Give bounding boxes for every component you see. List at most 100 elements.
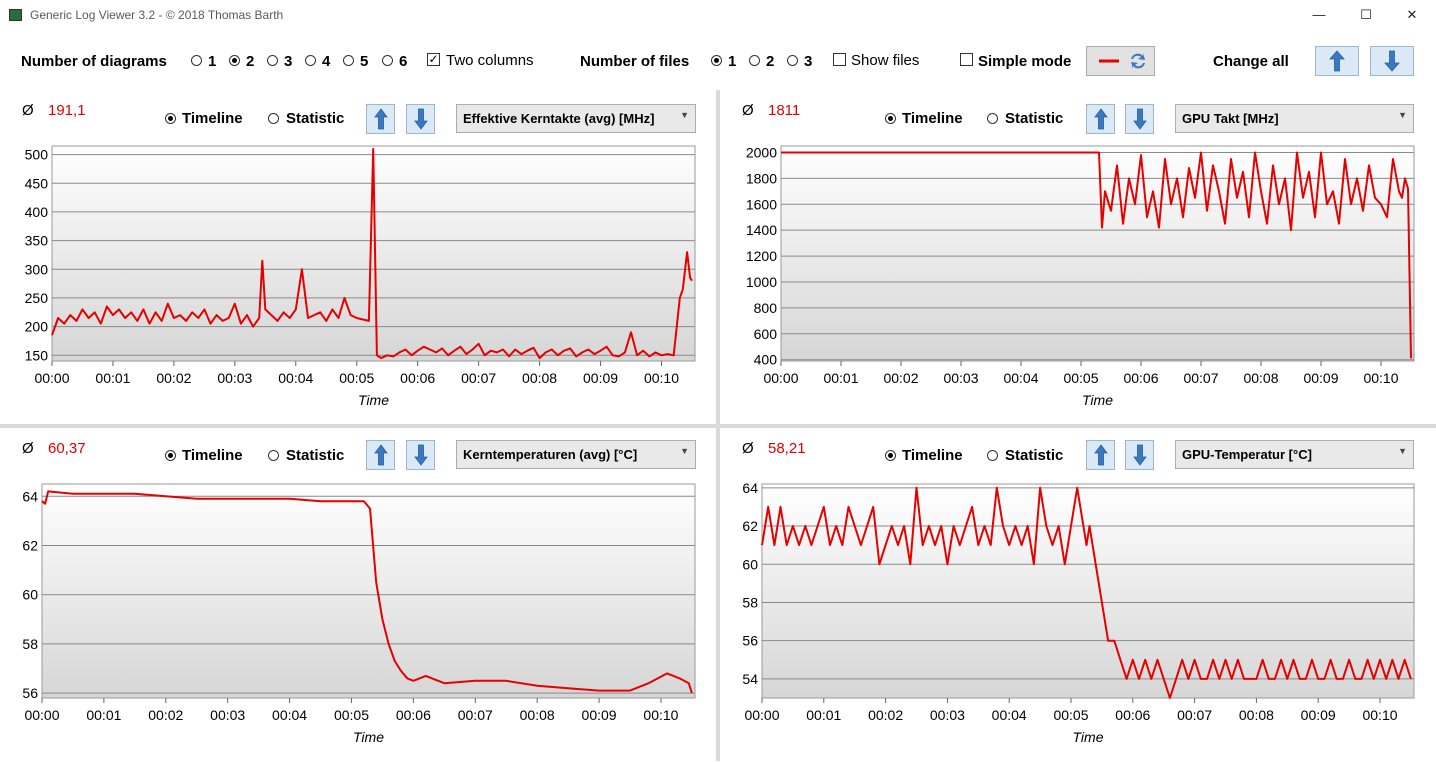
minimize-button[interactable]: — bbox=[1312, 7, 1326, 22]
x-tick-label: 00:06 bbox=[1115, 707, 1150, 723]
x-tick-label: 00:08 bbox=[520, 707, 555, 723]
average-symbol: Ø bbox=[742, 440, 754, 457]
x-tick-label: 00:03 bbox=[217, 370, 252, 386]
y-tick-label: 56 bbox=[742, 633, 758, 649]
y-tick-label: 60 bbox=[22, 587, 38, 603]
move-down-button[interactable] bbox=[406, 104, 435, 134]
arrow-up-icon bbox=[1093, 108, 1108, 130]
x-tick-label: 00:06 bbox=[400, 370, 435, 386]
statistic-radio[interactable] bbox=[987, 450, 998, 461]
x-tick-label: 00:06 bbox=[396, 707, 431, 723]
move-up-button[interactable] bbox=[366, 440, 395, 470]
change-all-down-button[interactable] bbox=[1370, 46, 1414, 76]
channel-select-value: Effektive Kerntakte (avg) [MHz] bbox=[463, 111, 655, 126]
channel-select[interactable]: GPU-Temperatur [°C] ▼ bbox=[1175, 440, 1414, 469]
line-color-button[interactable] bbox=[1086, 46, 1155, 76]
statistic-radio[interactable] bbox=[268, 450, 279, 461]
row-divider[interactable] bbox=[0, 424, 1436, 428]
files-radio-1[interactable] bbox=[711, 55, 722, 66]
x-tick-label: 00:01 bbox=[86, 707, 121, 723]
y-tick-label: 400 bbox=[754, 352, 778, 368]
diagram-panel-3: Ø 60,37 Timeline Statistic Kerntemperatu… bbox=[0, 428, 716, 762]
x-tick-label: 00:03 bbox=[930, 707, 965, 723]
arrow-down-icon bbox=[1132, 444, 1147, 466]
timeline-radio[interactable] bbox=[165, 450, 176, 461]
y-tick-label: 400 bbox=[25, 204, 49, 220]
diagrams-label: Number of diagrams bbox=[21, 53, 167, 70]
diagrams-radio-3[interactable] bbox=[267, 55, 278, 66]
move-down-button[interactable] bbox=[406, 440, 435, 470]
x-tick-label: 00:08 bbox=[1239, 707, 1274, 723]
two-columns-checkbox[interactable]: ✓ bbox=[427, 52, 440, 66]
maximize-button[interactable]: ☐ bbox=[1360, 7, 1372, 22]
x-tick-label: 00:09 bbox=[583, 370, 618, 386]
x-tick-label: 00:10 bbox=[1363, 370, 1398, 386]
timeline-radio[interactable] bbox=[885, 450, 896, 461]
channel-select[interactable]: Effektive Kerntakte (avg) [MHz] ▼ bbox=[456, 104, 696, 133]
channel-select-value: GPU-Temperatur [°C] bbox=[1182, 447, 1312, 462]
diagrams-radio-5[interactable] bbox=[343, 55, 354, 66]
statistic-radio[interactable] bbox=[268, 113, 279, 124]
y-tick-label: 58 bbox=[742, 594, 758, 610]
show-files-checkbox[interactable] bbox=[833, 53, 846, 66]
simple-mode-checkbox[interactable] bbox=[960, 53, 973, 66]
x-tick-label: 00:02 bbox=[868, 707, 903, 723]
statistic-label: Statistic bbox=[286, 447, 345, 464]
arrow-up-icon bbox=[1093, 444, 1108, 466]
timeline-label: Timeline bbox=[902, 110, 963, 127]
move-up-button[interactable] bbox=[366, 104, 395, 134]
arrow-down-icon bbox=[413, 108, 428, 130]
average-value: 58,21 bbox=[768, 440, 806, 457]
timeline-label: Timeline bbox=[182, 110, 243, 127]
y-tick-label: 250 bbox=[25, 290, 49, 306]
x-tick-label: 00:05 bbox=[334, 707, 369, 723]
diagrams-radio-6[interactable] bbox=[382, 55, 393, 66]
y-tick-label: 1000 bbox=[746, 274, 777, 290]
timeline-label: Timeline bbox=[182, 447, 243, 464]
statistic-label: Statistic bbox=[1005, 447, 1064, 464]
y-tick-label: 54 bbox=[742, 671, 758, 687]
files-radio-3[interactable] bbox=[787, 55, 798, 66]
average-symbol: Ø bbox=[742, 102, 754, 119]
diagrams-radio-4[interactable] bbox=[305, 55, 316, 66]
timeline-radio[interactable] bbox=[885, 113, 896, 124]
average-value: 191,1 bbox=[48, 102, 86, 119]
files-radio-2[interactable] bbox=[749, 55, 760, 66]
y-tick-label: 64 bbox=[22, 488, 38, 504]
y-tick-label: 200 bbox=[25, 319, 49, 335]
channel-select-value: GPU Takt [MHz] bbox=[1182, 111, 1279, 126]
change-all-up-button[interactable] bbox=[1315, 46, 1359, 76]
timeline-radio[interactable] bbox=[165, 113, 176, 124]
y-tick-label: 58 bbox=[22, 636, 38, 652]
y-tick-label: 1200 bbox=[746, 248, 777, 264]
x-tick-label: 00:10 bbox=[1362, 707, 1397, 723]
channel-select[interactable]: Kerntemperaturen (avg) [°C] ▼ bbox=[456, 440, 696, 469]
x-tick-label: 00:10 bbox=[643, 707, 678, 723]
diagrams-radio-2[interactable] bbox=[229, 55, 240, 66]
diagram-panel-2: Ø 1811 Timeline Statistic GPU Takt [MHz]… bbox=[720, 90, 1436, 424]
move-up-button[interactable] bbox=[1086, 104, 1115, 134]
x-tick-label: 00:08 bbox=[522, 370, 557, 386]
channel-select[interactable]: GPU Takt [MHz] ▼ bbox=[1175, 104, 1414, 133]
chart-kerntemperaturen: 56 58 60 62 64 00:00 00:01 00:02 00:03 00:04 00:05… bbox=[22, 483, 696, 745]
y-tick-label: 600 bbox=[754, 326, 778, 342]
move-up-button[interactable] bbox=[1086, 440, 1115, 470]
diagrams-radio-1[interactable] bbox=[191, 55, 202, 66]
x-tick-label: 00:09 bbox=[1303, 370, 1338, 386]
title-bar: Generic Log Viewer 3.2 - © 2018 Thomas B… bbox=[0, 0, 1436, 32]
simple-mode-label: Simple mode bbox=[978, 53, 1072, 70]
x-tick-label: 00:02 bbox=[883, 370, 918, 386]
toolbar: Number of diagrams 1 2 3 4 5 6 ✓ Two col… bbox=[0, 32, 1436, 90]
x-tick-label: 00:00 bbox=[763, 370, 798, 386]
diagrams-option-label: 5 bbox=[360, 53, 369, 70]
x-tick-label: 00:07 bbox=[1183, 370, 1218, 386]
x-axis-label: Time bbox=[358, 392, 389, 408]
series-line bbox=[41, 490, 693, 694]
move-down-button[interactable] bbox=[1125, 104, 1154, 134]
statistic-radio[interactable] bbox=[987, 113, 998, 124]
x-tick-label: 00:08 bbox=[1243, 370, 1278, 386]
move-down-button[interactable] bbox=[1125, 440, 1154, 470]
close-button[interactable]: ✕ bbox=[1406, 7, 1418, 22]
y-tick-label: 1800 bbox=[746, 170, 777, 186]
plot-area bbox=[41, 483, 696, 699]
